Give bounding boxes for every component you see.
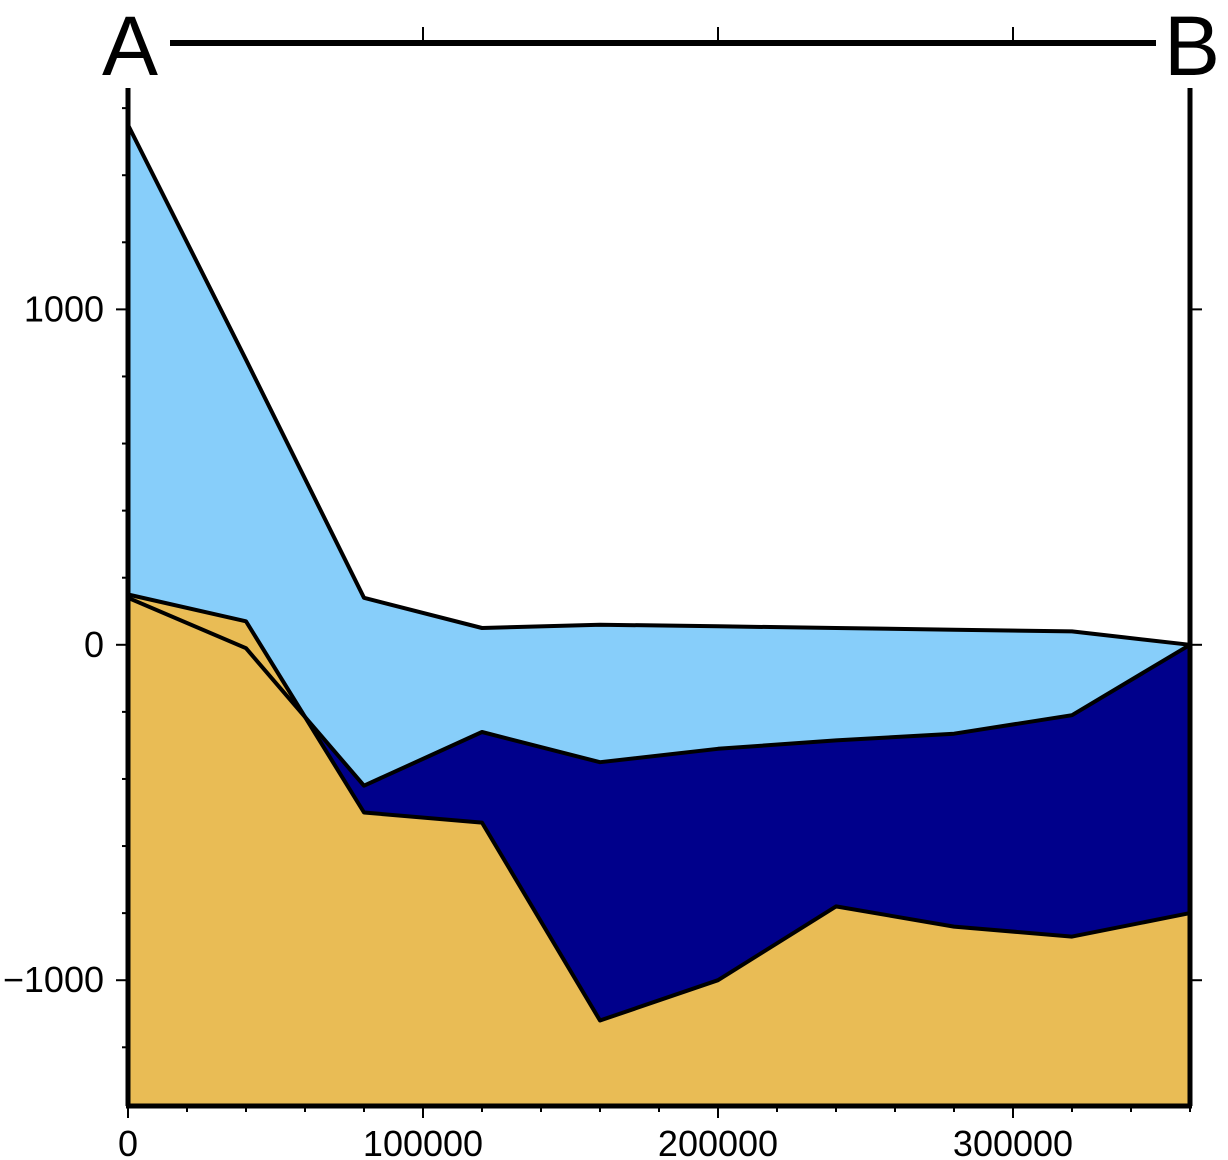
layer-fills xyxy=(128,124,1190,1106)
profile-bar xyxy=(170,27,1156,46)
profile-start-label: A xyxy=(102,0,158,93)
x-tick-label: 0 xyxy=(118,1123,138,1160)
surface-horizon-line xyxy=(126,124,1191,647)
layer-outlines xyxy=(126,124,1192,1023)
x-tick-label: 100000 xyxy=(363,1123,483,1160)
x-tick-label: 300000 xyxy=(953,1123,1073,1160)
tick-labels: −1000 0 1000 0 100000 200000 300000 xyxy=(3,288,1073,1160)
y-tick-label: 0 xyxy=(84,624,104,665)
ticks xyxy=(116,107,1202,1118)
y-tick-label: 1000 xyxy=(24,288,104,329)
basement-horizon-line xyxy=(127,592,1191,1023)
basement-layer-fill xyxy=(128,594,1190,1106)
x-tick-label: 200000 xyxy=(658,1123,778,1160)
y-tick-label: −1000 xyxy=(3,959,104,1000)
profile-end-label: B xyxy=(1164,0,1220,93)
